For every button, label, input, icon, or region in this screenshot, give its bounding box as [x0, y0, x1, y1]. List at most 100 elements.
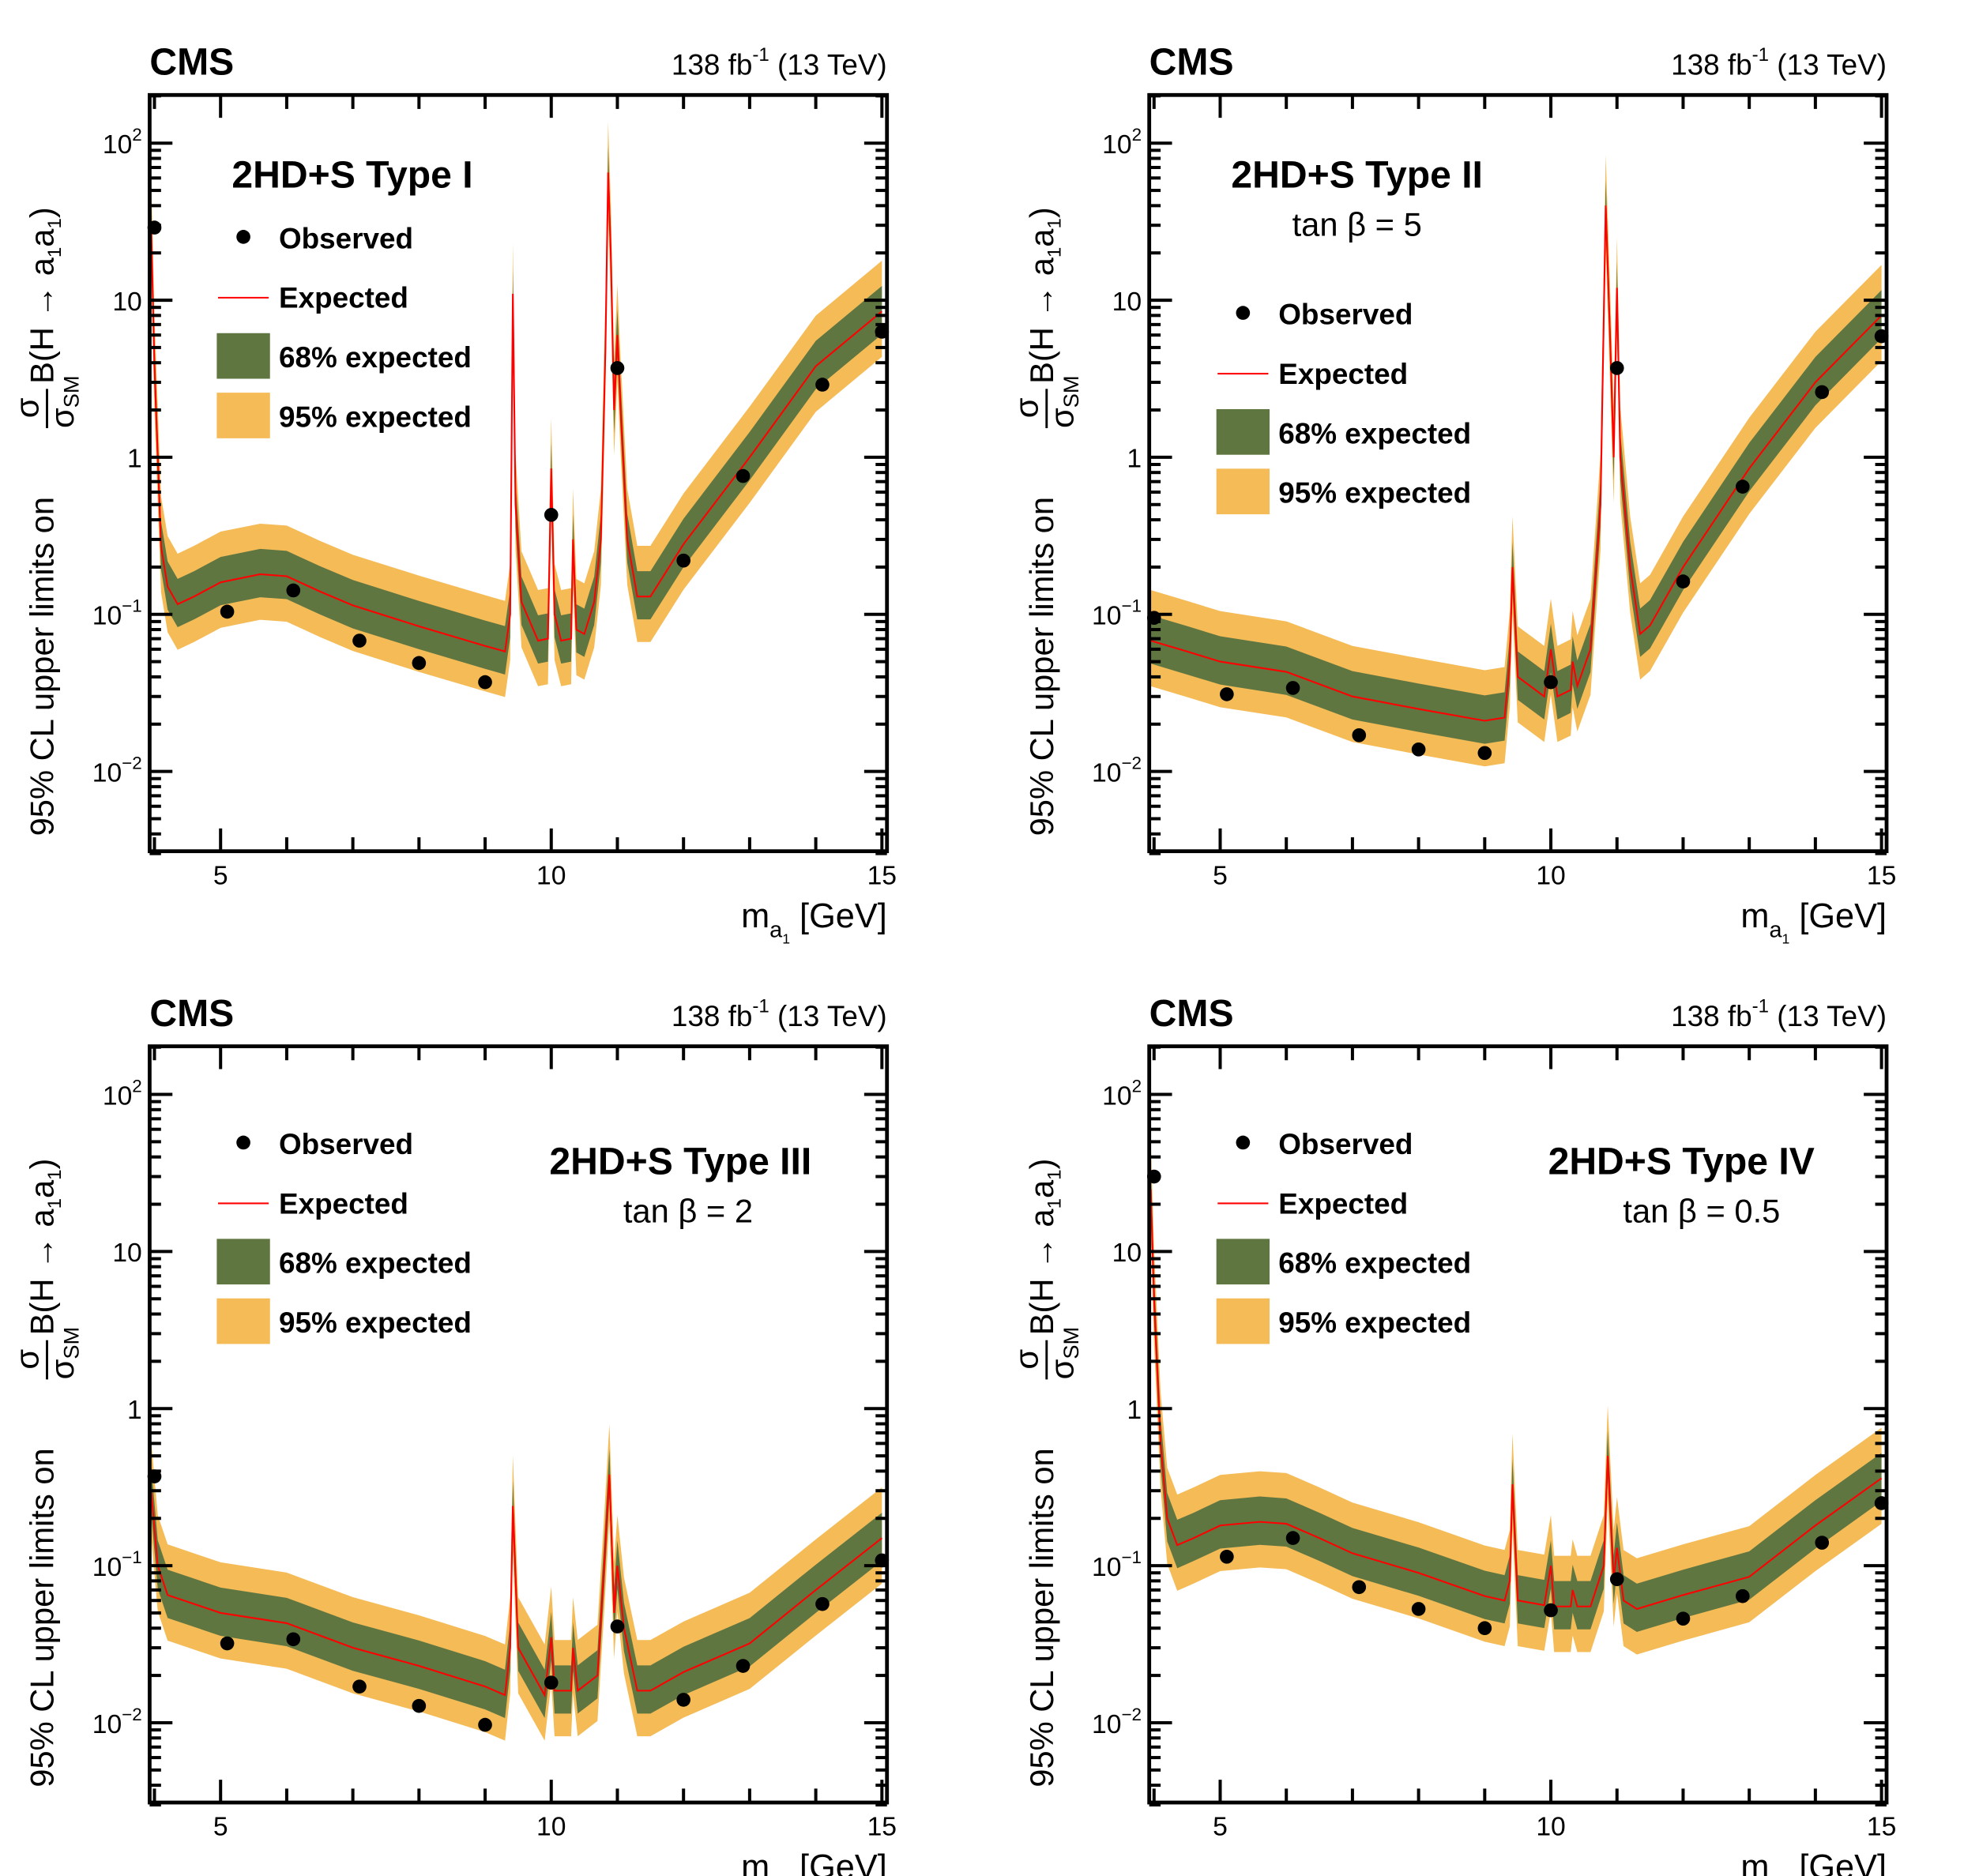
observed-point: [1411, 742, 1426, 757]
sub1: 1: [1044, 247, 1065, 258]
x-tick-label: 5: [1213, 1813, 1228, 1842]
observed-point: [412, 1698, 427, 1713]
y-tick-label: 1: [1127, 445, 1142, 474]
plot-area: [1150, 155, 1883, 767]
legend-observed-marker: [236, 230, 250, 244]
y-label-prefix: 95% CL upper limits on: [1023, 497, 1060, 836]
y-tick-label: 102: [103, 1076, 142, 1111]
y-label-mid: a: [24, 1179, 61, 1198]
y-label-end: ): [1023, 1159, 1060, 1170]
observed-point: [1352, 1580, 1367, 1595]
legend: Observed Expected 68% expected 95% expected: [216, 222, 472, 438]
x-tick-label: 10: [536, 1813, 566, 1842]
y-label-prefix: 95% CL upper limits on: [1023, 1448, 1060, 1787]
y-tick-label: 1: [127, 445, 142, 474]
legend-95-swatch: [216, 393, 270, 438]
x-axis-label: ma1 [GeV]: [1740, 1848, 1887, 1876]
x-label-subsub: 1: [1782, 931, 1790, 947]
x-tick-label: 15: [1867, 1813, 1896, 1842]
y-label-post: B(H → a: [24, 257, 61, 384]
observed-point: [1676, 1611, 1691, 1626]
legend: Observed Expected 68% expected 95% expected: [1216, 299, 1471, 515]
y-label-mid: a: [1023, 1179, 1060, 1198]
lumi-value: 138 fb: [672, 49, 753, 81]
x-axis-label: ma1 [GeV]: [741, 1848, 887, 1876]
sub1: 1: [44, 247, 66, 258]
x-tick-label: 5: [213, 861, 228, 890]
observed-point: [286, 1632, 301, 1647]
y-tick-base: 10: [1112, 1239, 1142, 1268]
y-tick-label: 10: [1112, 288, 1142, 317]
chart-subtitle: tan β = 0.5: [1623, 1193, 1780, 1230]
observed-point: [1735, 1588, 1750, 1603]
observed-point: [220, 604, 235, 619]
lumi-label: 138 fb-1 (13 TeV): [672, 44, 887, 81]
legend-68-label: 68% expected: [1278, 1247, 1471, 1280]
observed-point: [1352, 727, 1367, 743]
legend-95-label: 95% expected: [279, 1306, 472, 1339]
observed-point: [1220, 687, 1234, 701]
x-label-main: m: [1740, 897, 1769, 935]
y-label-prefix: 95% CL upper limits on: [24, 497, 61, 836]
plot-frame: [147, 92, 890, 854]
x-tick-label: 15: [1867, 861, 1896, 890]
expected-line: [1150, 205, 1883, 722]
sub2: 1: [1044, 218, 1065, 228]
lumi-energy: (13 TeV): [1769, 1000, 1887, 1032]
observed-point: [1609, 1572, 1624, 1587]
legend-68-label: 68% expected: [279, 1247, 472, 1280]
y-label-pre: 95% CL upper limits on: [24, 1448, 61, 1787]
sub2: 1: [44, 218, 66, 228]
observed-point: [676, 553, 691, 568]
y-label-suffix: B(H → a1a1): [24, 207, 66, 384]
y-tick-exponent: −1: [1121, 596, 1142, 616]
legend-observed-label: Observed: [1278, 1128, 1413, 1160]
legend-observed-marker: [1236, 306, 1251, 320]
observed-point: [1735, 479, 1750, 494]
y-label-end: ): [24, 1159, 61, 1170]
legend-expected-label: Expected: [1278, 358, 1408, 390]
y-tick-label: 10−2: [92, 1705, 142, 1739]
y-tick-base: 10: [103, 130, 132, 160]
y-tick-base: 10: [1102, 1081, 1131, 1111]
x-tick-label: 15: [867, 861, 897, 890]
y-tick-exponent: −1: [122, 596, 142, 616]
band-95-expected: [151, 122, 882, 697]
x-axis-label: ma1 [GeV]: [1740, 897, 1887, 947]
cms-label: CMS: [149, 992, 234, 1035]
lumi-value: 138 fb: [672, 1000, 753, 1032]
den: σ: [43, 408, 81, 428]
y-tick-exponent: −2: [1121, 1705, 1142, 1724]
y-tick-exponent: 2: [132, 1076, 141, 1096]
observed-point: [1609, 361, 1624, 375]
observed-point: [478, 675, 492, 690]
den: σ: [1043, 408, 1080, 428]
legend-68-swatch: [1216, 1239, 1270, 1285]
observed-point: [412, 656, 427, 671]
legend-observed-label: Observed: [1278, 299, 1413, 331]
y-tick-base: 1: [1127, 445, 1142, 474]
y-tick-label: 10: [1112, 1239, 1142, 1268]
legend-expected-label: Expected: [1278, 1187, 1408, 1220]
y-tick-label: 102: [103, 125, 142, 160]
y-tick-base: 10: [92, 1553, 122, 1582]
x-axis-label: ma1 [GeV]: [741, 897, 887, 947]
observed-point: [815, 1596, 830, 1611]
x-label-unit: [GeV]: [790, 897, 887, 935]
cms-label: CMS: [149, 41, 234, 84]
x-tick-label: 10: [536, 861, 566, 890]
band-68-expected: [151, 147, 882, 675]
x-label-unit: [GeV]: [1789, 897, 1887, 935]
x-label-main: m: [1740, 1848, 1769, 1876]
y-label-suffix: B(H → a1a1): [1023, 1159, 1066, 1336]
observed-point: [1815, 385, 1830, 400]
legend-68-swatch: [216, 1239, 270, 1285]
y-tick-label: 10−1: [1092, 596, 1142, 631]
legend-95-label: 95% expected: [1278, 477, 1471, 509]
lumi-exponent: -1: [1752, 44, 1769, 66]
den-sub: SM: [59, 1327, 84, 1359]
y-label-denominator: σSM: [1043, 1327, 1082, 1380]
